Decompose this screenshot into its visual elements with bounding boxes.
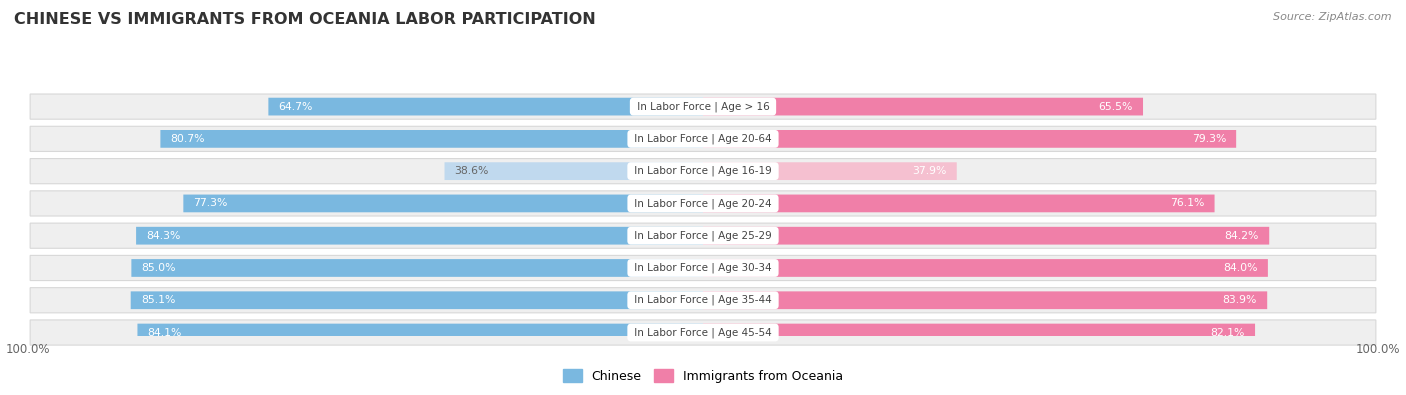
FancyBboxPatch shape — [444, 162, 703, 180]
Text: 38.6%: 38.6% — [454, 166, 489, 176]
Text: 84.0%: 84.0% — [1223, 263, 1258, 273]
FancyBboxPatch shape — [703, 195, 1215, 212]
FancyBboxPatch shape — [30, 320, 1376, 345]
FancyBboxPatch shape — [30, 158, 1376, 184]
Text: 85.1%: 85.1% — [141, 295, 176, 305]
Text: In Labor Force | Age > 16: In Labor Force | Age > 16 — [634, 102, 772, 112]
Text: 85.0%: 85.0% — [142, 263, 176, 273]
FancyBboxPatch shape — [703, 162, 956, 180]
Text: 79.3%: 79.3% — [1192, 134, 1226, 144]
Text: 80.7%: 80.7% — [170, 134, 205, 144]
Text: 83.9%: 83.9% — [1223, 295, 1257, 305]
Text: 65.5%: 65.5% — [1098, 102, 1133, 112]
FancyBboxPatch shape — [131, 259, 703, 277]
FancyBboxPatch shape — [30, 191, 1376, 216]
FancyBboxPatch shape — [269, 98, 703, 115]
Text: 84.2%: 84.2% — [1225, 231, 1260, 241]
Text: 82.1%: 82.1% — [1211, 327, 1244, 337]
FancyBboxPatch shape — [703, 227, 1270, 245]
Text: 64.7%: 64.7% — [278, 102, 314, 112]
FancyBboxPatch shape — [30, 126, 1376, 151]
Text: CHINESE VS IMMIGRANTS FROM OCEANIA LABOR PARTICIPATION: CHINESE VS IMMIGRANTS FROM OCEANIA LABOR… — [14, 12, 596, 27]
FancyBboxPatch shape — [30, 94, 1376, 119]
FancyBboxPatch shape — [30, 223, 1376, 248]
Text: In Labor Force | Age 45-54: In Labor Force | Age 45-54 — [631, 327, 775, 338]
Text: In Labor Force | Age 16-19: In Labor Force | Age 16-19 — [631, 166, 775, 177]
FancyBboxPatch shape — [703, 98, 1143, 115]
Text: 37.9%: 37.9% — [912, 166, 946, 176]
Text: 77.3%: 77.3% — [194, 198, 228, 209]
FancyBboxPatch shape — [30, 288, 1376, 313]
FancyBboxPatch shape — [160, 130, 703, 148]
FancyBboxPatch shape — [183, 195, 703, 212]
Text: In Labor Force | Age 35-44: In Labor Force | Age 35-44 — [631, 295, 775, 305]
FancyBboxPatch shape — [703, 130, 1236, 148]
FancyBboxPatch shape — [703, 324, 1256, 341]
FancyBboxPatch shape — [138, 324, 703, 341]
FancyBboxPatch shape — [703, 292, 1267, 309]
Text: Source: ZipAtlas.com: Source: ZipAtlas.com — [1274, 12, 1392, 22]
Text: In Labor Force | Age 25-29: In Labor Force | Age 25-29 — [631, 230, 775, 241]
FancyBboxPatch shape — [703, 259, 1268, 277]
FancyBboxPatch shape — [30, 256, 1376, 280]
Text: 84.1%: 84.1% — [148, 327, 181, 337]
FancyBboxPatch shape — [131, 292, 703, 309]
Text: 84.3%: 84.3% — [146, 231, 180, 241]
FancyBboxPatch shape — [136, 227, 703, 245]
Text: In Labor Force | Age 20-24: In Labor Force | Age 20-24 — [631, 198, 775, 209]
Text: In Labor Force | Age 30-34: In Labor Force | Age 30-34 — [631, 263, 775, 273]
Text: 76.1%: 76.1% — [1170, 198, 1205, 209]
Text: In Labor Force | Age 20-64: In Labor Force | Age 20-64 — [631, 134, 775, 144]
Legend: Chinese, Immigrants from Oceania: Chinese, Immigrants from Oceania — [558, 364, 848, 388]
